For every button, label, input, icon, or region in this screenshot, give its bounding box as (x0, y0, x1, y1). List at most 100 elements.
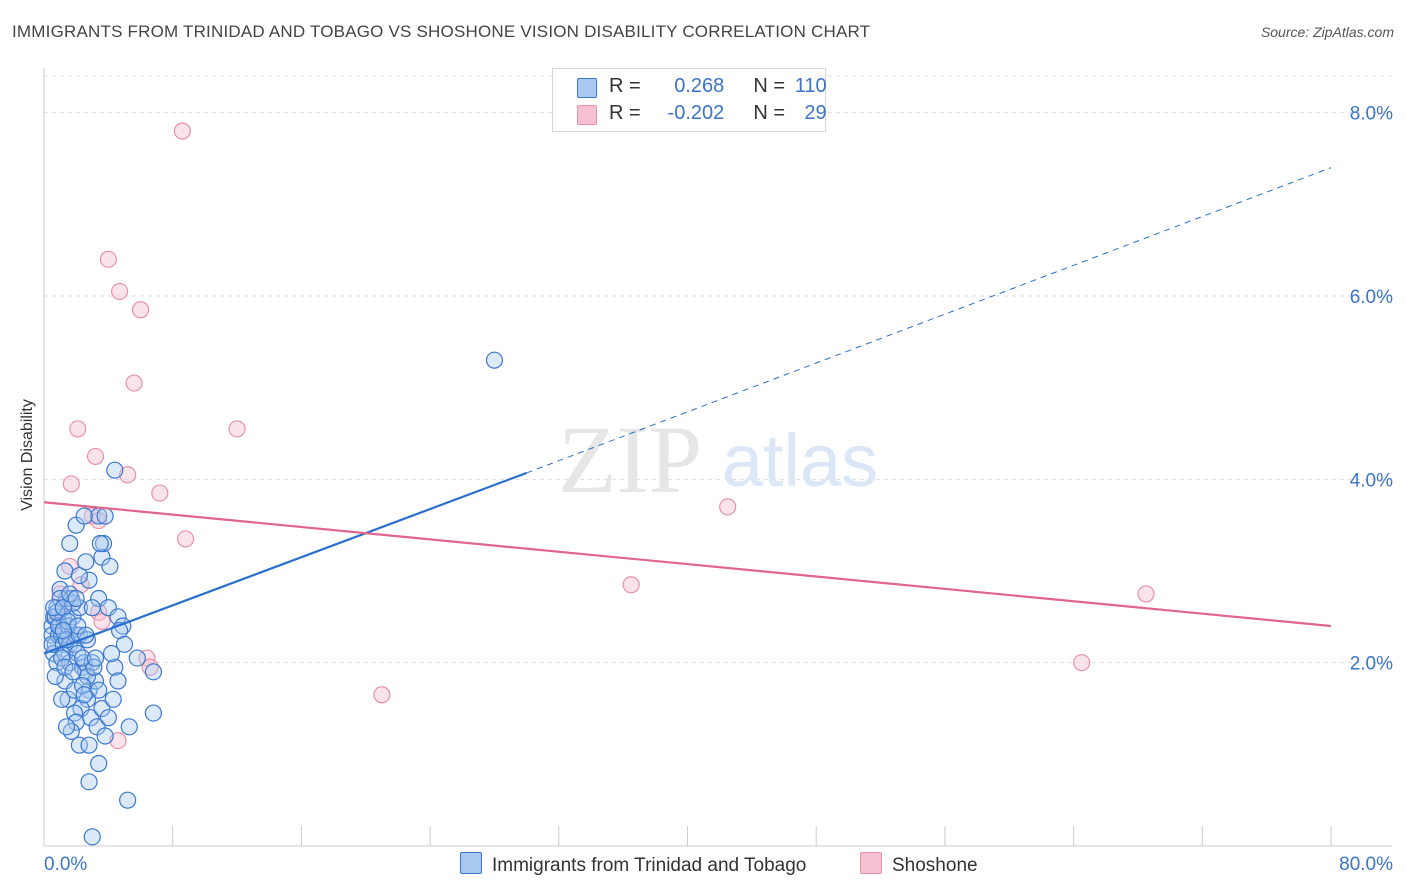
trinidad-point (86, 672, 105, 690)
trinidad-point (106, 461, 124, 479)
trinidad-point (82, 709, 100, 727)
trinidad-point (51, 580, 69, 598)
trinidad-point (54, 621, 72, 640)
trinidad-point (101, 557, 119, 576)
trinidad-point (120, 718, 138, 736)
legend-label-trinidad: Immigrants from Trinidad and Tobago (492, 855, 807, 876)
legend-n-value: 110 (794, 75, 827, 97)
shoshone-point (1137, 585, 1155, 603)
y-tick-label: 6.0% (1350, 287, 1393, 308)
trinidad-point (83, 828, 101, 846)
tick-labels: 2.0% 4.0% 6.0% 8.0% 0.0% 80.0% (44, 104, 1393, 875)
trinidad-point (80, 571, 98, 589)
trinidad-point (57, 718, 76, 736)
shoshone-point (69, 420, 87, 438)
y-tick-label: 2.0% (1350, 654, 1393, 675)
source-credit: Source: ZipAtlas.com (1260, 24, 1394, 40)
shoshone-point (125, 374, 143, 392)
trinidad-point (144, 663, 162, 681)
trinidad-point (77, 553, 95, 571)
watermark-zip: ZIP (558, 406, 702, 513)
legend-n-label: N = (753, 102, 786, 124)
shoshone-point (1073, 654, 1091, 672)
shoshone-point (131, 301, 150, 319)
legend-label-shoshone: Shoshone (892, 855, 978, 876)
trinidad-point (109, 672, 127, 690)
trinidad-trend-projection (526, 167, 1332, 474)
legend-r-label: R = (609, 75, 641, 97)
watermark-atlas: atlas (722, 419, 878, 502)
shoshone-point (151, 484, 169, 502)
shoshone-point (228, 420, 246, 438)
trinidad-point (75, 507, 93, 525)
trinidad-point (61, 654, 79, 672)
legend-r-value: -0.202 (667, 102, 725, 124)
legend-swatch-blue (460, 852, 482, 874)
legend-n-value: 29 (804, 102, 827, 124)
trinidad-point (91, 534, 109, 553)
trinidad-point (74, 649, 92, 667)
trinidad-point (64, 594, 82, 612)
trinidad-point (128, 649, 146, 667)
trinidad-point (45, 599, 63, 617)
legend-swatch-pink (860, 852, 882, 874)
trinidad-point (61, 534, 79, 553)
trinidad-point (96, 507, 114, 525)
shoshone-point (622, 576, 640, 594)
trinidad-point (485, 351, 504, 369)
shoshone-point (62, 475, 80, 493)
axes (43, 68, 1392, 847)
trinidad-point (119, 791, 137, 809)
legend-swatch-pink (577, 105, 597, 125)
trinidad-point (106, 658, 124, 676)
trinidad-point (99, 709, 117, 727)
shoshone-point (373, 686, 391, 704)
shoshone-point (141, 658, 159, 676)
trinidad-point (80, 773, 98, 791)
shoshone-point (111, 282, 129, 301)
trinidad-point (53, 649, 71, 667)
trinidad-point (59, 617, 77, 635)
trinidad-point (90, 754, 108, 773)
legend-swatch-blue (577, 78, 597, 98)
trinidad-point (96, 727, 114, 745)
y-axis-label: Vision Disability (19, 399, 36, 511)
trinidad-point (104, 690, 122, 708)
grid-lines (44, 75, 1392, 664)
shoshone-point (99, 250, 117, 268)
shoshone-trend-line (43, 501, 1332, 628)
x-tick-label-min: 0.0% (44, 854, 87, 875)
trinidad-point (53, 690, 71, 708)
trinidad-point (115, 635, 134, 653)
shoshone-point (719, 498, 737, 516)
trinidad-points (43, 351, 504, 846)
trinidad-point (65, 681, 84, 699)
trinidad-point (75, 686, 93, 704)
x-tick-label-max: 80.0% (1339, 854, 1393, 875)
trinidad-point (70, 566, 88, 585)
shoshone-point (138, 649, 156, 667)
trinidad-point (93, 699, 111, 718)
legend-n-label: N = (753, 75, 786, 97)
legend-r-label: R = (609, 102, 641, 124)
trinidad-point (102, 644, 121, 663)
correlation-legend: R = 0.268 N = 110 R = -0.202 N = 29 (552, 68, 827, 132)
trinidad-point (62, 722, 80, 741)
shoshone-point (173, 122, 191, 140)
trinidad-point (86, 649, 105, 667)
shoshone-point (119, 466, 137, 484)
legend-r-value: 0.268 (674, 75, 725, 97)
trinidad-point (56, 658, 74, 676)
trend-lines (43, 167, 1332, 655)
trinidad-point (49, 617, 68, 635)
legend-item-shoshone: Shoshone (860, 852, 978, 877)
y-tick-label: 8.0% (1350, 104, 1393, 125)
legend-item-trinidad: Immigrants from Trinidad and Tobago (460, 852, 806, 877)
chart-title: IMMIGRANTS FROM TRINIDAD AND TOBAGO VS S… (12, 22, 871, 41)
trinidad-point (67, 589, 85, 608)
shoshone-point (93, 612, 111, 631)
trinidad-point (83, 599, 101, 617)
shoshone-point (109, 731, 127, 750)
trinidad-point (56, 562, 74, 580)
